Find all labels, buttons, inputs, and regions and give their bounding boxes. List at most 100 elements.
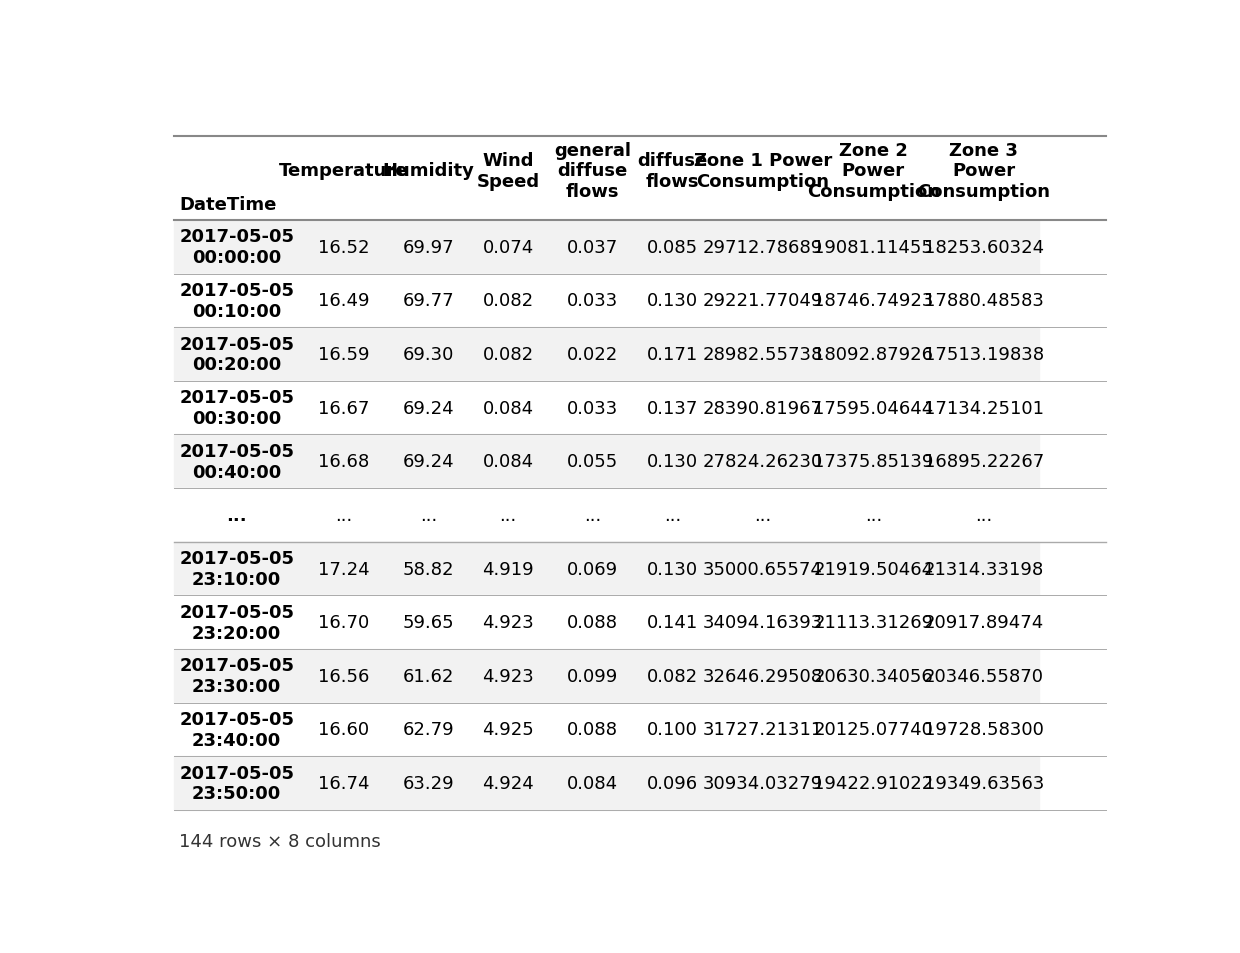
Text: 32646.29508: 32646.29508 [703,667,823,685]
Bar [637,596,708,649]
Bar [818,703,929,757]
Bar [548,703,637,757]
Text: general
diffuse
flows: general diffuse flows [554,141,631,201]
Bar [548,435,637,489]
Bar [708,757,818,810]
Text: 144 rows × 8 columns: 144 rows × 8 columns [179,832,381,850]
Bar [388,649,469,703]
Bar [388,757,469,810]
Bar [469,649,548,703]
Bar [708,274,818,328]
Bar [818,221,929,274]
Bar [637,703,708,757]
Text: 17513.19838: 17513.19838 [924,346,1044,364]
Bar [708,381,818,435]
Text: 17880.48583: 17880.48583 [924,293,1044,310]
Bar [929,542,1039,596]
Bar [637,435,708,489]
Text: Humidity: Humidity [382,162,475,180]
Bar [388,381,469,435]
Text: 0.141: 0.141 [647,614,698,632]
Text: DateTime: DateTime [179,195,277,213]
Text: 2017-05-05
23:30:00: 2017-05-05 23:30:00 [180,657,294,696]
Bar [929,596,1039,649]
Text: 0.082: 0.082 [482,346,533,364]
Bar [388,489,469,542]
Bar [299,596,388,649]
Bar [637,136,708,221]
Text: 20125.07740: 20125.07740 [813,720,934,739]
Text: 16.56: 16.56 [319,667,370,685]
Text: 19349.63563: 19349.63563 [924,774,1044,792]
Bar [708,649,818,703]
Bar [708,703,818,757]
Bar [708,489,818,542]
Text: 0.096: 0.096 [647,774,698,792]
Text: 0.137: 0.137 [647,399,698,417]
Text: ...: ... [420,506,436,524]
Text: 0.022: 0.022 [567,346,619,364]
Bar [548,221,637,274]
Bar [174,542,299,596]
Bar [708,221,818,274]
Text: ...: ... [584,506,601,524]
Bar [929,757,1039,810]
Bar [929,328,1039,381]
Text: ...: ... [335,506,352,524]
Bar [388,435,469,489]
Text: 63.29: 63.29 [403,774,454,792]
Text: 17134.25101: 17134.25101 [924,399,1044,417]
Text: 16.70: 16.70 [319,614,370,632]
Text: 16.52: 16.52 [319,238,370,256]
Text: 21919.50464: 21919.50464 [813,560,934,578]
Bar [818,381,929,435]
Bar [548,542,637,596]
Bar [299,489,388,542]
Bar [469,489,548,542]
Text: 4.923: 4.923 [482,614,534,632]
Bar [929,274,1039,328]
Text: 69.24: 69.24 [403,399,454,417]
Bar [818,757,929,810]
Bar [174,649,299,703]
Bar [388,542,469,596]
Bar [818,274,929,328]
Bar [174,703,299,757]
Text: 0.033: 0.033 [567,399,619,417]
Text: 0.085: 0.085 [647,238,698,256]
Bar [299,381,388,435]
Bar [818,542,929,596]
Bar [818,328,929,381]
Bar [469,542,548,596]
Text: 17.24: 17.24 [317,560,370,578]
Text: 4.925: 4.925 [482,720,534,739]
Text: 0.130: 0.130 [647,293,698,310]
Bar [469,596,548,649]
Text: 69.77: 69.77 [403,293,454,310]
Text: ...: ... [975,506,992,524]
Text: 2017-05-05
00:00:00: 2017-05-05 00:00:00 [180,228,294,267]
Text: 19422.91022: 19422.91022 [813,774,934,792]
Bar [299,435,388,489]
Bar [174,274,299,328]
Bar [174,757,299,810]
Bar [174,221,299,274]
Text: 16.59: 16.59 [319,346,370,364]
Bar [637,542,708,596]
Bar [818,649,929,703]
Text: 16.49: 16.49 [319,293,370,310]
Bar [637,649,708,703]
Bar [299,757,388,810]
Text: 0.100: 0.100 [647,720,698,739]
Text: 0.055: 0.055 [567,453,619,471]
Bar [388,274,469,328]
Text: 69.97: 69.97 [403,238,454,256]
Text: ...: ... [663,506,681,524]
Bar [637,274,708,328]
Bar [388,328,469,381]
Bar [708,435,818,489]
Text: 29712.78689: 29712.78689 [703,238,823,256]
Bar [469,136,548,221]
Bar [469,435,548,489]
Text: 59.65: 59.65 [403,614,454,632]
